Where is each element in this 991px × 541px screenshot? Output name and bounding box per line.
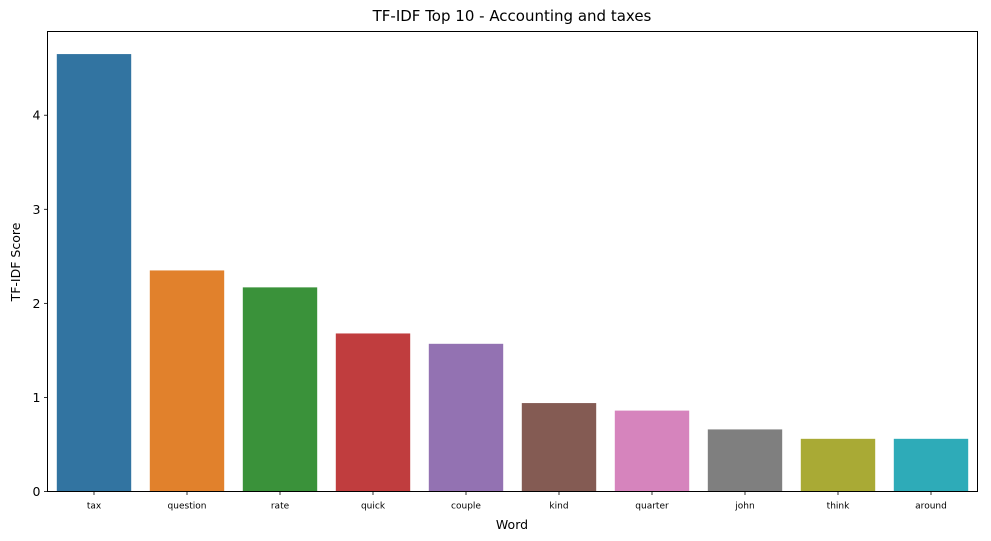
bar-john [707, 429, 783, 492]
bars-layer [56, 54, 969, 492]
bar-kind [521, 403, 597, 492]
y-tick-label-0: 0 [33, 484, 41, 499]
bar-quick [335, 333, 411, 492]
x-tick-label-quick: quick [361, 502, 386, 512]
x-tick-label-kind: kind [549, 502, 568, 512]
bar-around [893, 438, 969, 492]
bar-tax [56, 54, 132, 492]
bar-question [149, 270, 225, 492]
x-tick-label-couple: couple [451, 502, 481, 512]
x-tick-label-around: around [915, 502, 947, 512]
y-tick-label-1: 1 [33, 390, 41, 405]
y-axis: 0 1 2 3 4 [33, 108, 48, 499]
y-tick-label-3: 3 [33, 202, 41, 217]
x-axis: tax question rate quick couple kind quarter joh… [87, 491, 947, 512]
x-tick-label-rate: rate [271, 502, 290, 512]
bar-quarter [614, 410, 690, 492]
y-axis-label: TF-IDF Score [8, 222, 23, 302]
x-tick-label-john: john [734, 502, 754, 512]
x-tick-label-quarter: quarter [635, 502, 669, 512]
y-tick-label-4: 4 [33, 108, 41, 123]
plot-frame [47, 31, 978, 492]
y-tick-label-2: 2 [33, 296, 41, 311]
bar-rate [242, 287, 318, 492]
x-axis-label: Word [496, 517, 528, 532]
bar-think [800, 438, 876, 492]
x-tick-label-question: question [168, 502, 207, 512]
x-tick-label-think: think [827, 502, 850, 512]
x-tick-label-tax: tax [87, 502, 102, 512]
bar-couple [428, 343, 504, 492]
chart-title: TF-IDF Top 10 - Accounting and taxes [372, 7, 652, 25]
